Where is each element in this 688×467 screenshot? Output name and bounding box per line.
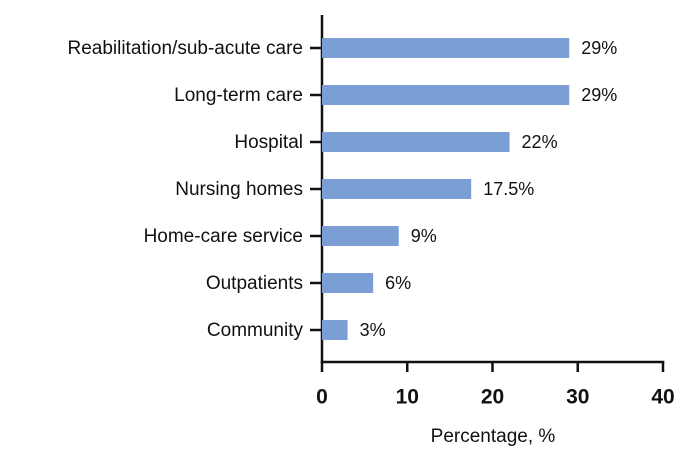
value-label: 9% (411, 226, 437, 246)
y-tick-label: Nursing homes (175, 179, 303, 200)
bar (322, 85, 570, 105)
bar (322, 179, 472, 199)
bar (322, 38, 570, 58)
value-label: 17.5% (483, 179, 534, 199)
y-tick-label: Outpatients (206, 273, 303, 294)
x-tick-label: 10 (396, 386, 419, 409)
value-label: 29% (581, 38, 617, 58)
y-tick-label: Reabilitation/sub-acute care (67, 38, 303, 59)
bar (322, 320, 348, 340)
x-tick-label: 40 (651, 386, 674, 409)
y-tick-label: Home-care service (144, 226, 303, 247)
value-label: 29% (581, 85, 617, 105)
value-label: 6% (385, 273, 411, 293)
y-tick-label: Community (207, 320, 304, 341)
bar (322, 273, 374, 293)
value-label: 3% (360, 320, 386, 340)
x-tick-label: 30 (566, 386, 589, 409)
y-tick-label: Hospital (234, 132, 303, 153)
value-label: 22% (522, 132, 558, 152)
x-axis-label: Percentage, % (431, 426, 556, 447)
bar (322, 132, 510, 152)
x-tick-label: 0 (316, 386, 328, 409)
y-tick-label: Long-term care (174, 85, 303, 106)
x-tick-label: 20 (481, 386, 504, 409)
bar (322, 226, 399, 246)
